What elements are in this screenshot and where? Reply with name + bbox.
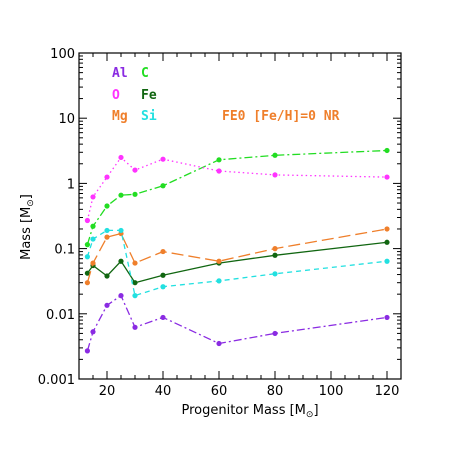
data-point-mg <box>84 280 90 286</box>
data-point-o <box>90 194 96 200</box>
plot-frame-group <box>78 52 402 380</box>
data-point-si <box>132 293 138 299</box>
data-point-mg <box>104 234 110 240</box>
plot-frame <box>78 52 402 380</box>
x-axis-title-end: ] <box>313 403 318 418</box>
series-line-si <box>86 229 388 297</box>
legend-label-c: C <box>141 66 149 81</box>
data-point-al <box>104 302 110 308</box>
data-point-si <box>272 271 278 277</box>
series-group <box>84 147 390 354</box>
data-point-si <box>90 236 96 242</box>
legend-label-si: Si <box>141 109 157 124</box>
y-tick-label: 0.001 <box>38 373 75 388</box>
data-point-fe <box>272 252 278 258</box>
data-point-fe <box>84 270 90 276</box>
data-point-fe <box>104 273 110 279</box>
data-point-mg <box>216 258 222 264</box>
data-point-o <box>118 154 124 161</box>
x-tick-label: 120 <box>375 384 400 399</box>
y-tick-label: 10 <box>58 112 75 127</box>
y-tick-label: 100 <box>50 47 75 62</box>
data-point-o <box>272 172 278 178</box>
data-point-si <box>216 278 222 284</box>
annotation-label: FE0 [Fe/H]=0 NR <box>222 109 340 124</box>
data-point-mg <box>132 260 138 266</box>
data-point-mg <box>160 248 166 255</box>
data-point-si <box>384 258 390 264</box>
data-point-fe <box>384 239 390 245</box>
y-tick-label: 1 <box>67 177 75 192</box>
data-point-o <box>384 174 390 180</box>
data-point-mg <box>272 246 278 252</box>
x-tick-label: 20 <box>99 384 116 399</box>
data-point-si <box>160 284 166 290</box>
x-tick-label: 40 <box>155 384 172 399</box>
x-axis-title: Progenitor Mass [M⊙] <box>181 403 318 420</box>
y-tick-label: 0.01 <box>46 308 75 323</box>
data-point-al <box>90 329 96 335</box>
y-tick-label: 0.1 <box>54 243 75 258</box>
data-point-al <box>216 340 222 347</box>
data-point-c <box>272 152 278 158</box>
x-axis-title-main: Progenitor Mass [M <box>181 403 305 418</box>
data-point-o <box>132 167 138 173</box>
legend-label-o: O <box>112 88 120 103</box>
data-point-c <box>216 157 222 163</box>
data-point-o <box>104 174 110 180</box>
data-point-si <box>104 227 110 234</box>
data-point-fe <box>132 280 138 286</box>
data-point-fe <box>160 272 166 278</box>
data-point-al <box>118 293 124 299</box>
data-point-al <box>384 314 390 321</box>
y-axis-title: Mass [M⊙] <box>19 194 36 260</box>
x-tick-label: 80 <box>267 384 284 399</box>
data-point-si <box>84 254 90 260</box>
x-tick-label: 60 <box>211 384 228 399</box>
legend-label-fe: Fe <box>141 88 157 103</box>
data-point-c <box>84 242 90 248</box>
data-point-si <box>118 227 124 234</box>
data-point-c <box>104 203 110 209</box>
data-point-al <box>160 314 166 321</box>
data-point-o <box>160 156 166 162</box>
data-point-c <box>160 183 166 189</box>
data-point-o <box>84 217 90 224</box>
data-point-c <box>90 223 96 229</box>
data-point-c <box>132 191 138 197</box>
y-axis-title-sub: ⊙ <box>26 199 36 207</box>
y-axis-title-main: Mass [M <box>19 207 34 260</box>
x-axis-title-sub: ⊙ <box>306 410 314 420</box>
data-point-c <box>118 192 124 198</box>
y-axis-title-end: ] <box>19 194 34 199</box>
data-point-c <box>384 147 390 154</box>
data-point-fe <box>118 258 124 264</box>
x-tick-label: 100 <box>319 384 344 399</box>
legend-group: Al C O Fe Mg Si <box>112 66 157 124</box>
data-point-al <box>272 330 278 337</box>
data-point-mg <box>90 260 96 266</box>
data-point-al <box>84 348 90 354</box>
tick-group: 20 40 60 80 100 120 0.001 0.01 0.1 1 10 100 <box>38 47 402 399</box>
legend-label-al: Al <box>112 66 128 81</box>
legend-label-mg: Mg <box>112 109 128 124</box>
data-point-mg <box>384 226 390 232</box>
data-point-al <box>132 324 138 330</box>
data-point-o <box>216 168 222 174</box>
